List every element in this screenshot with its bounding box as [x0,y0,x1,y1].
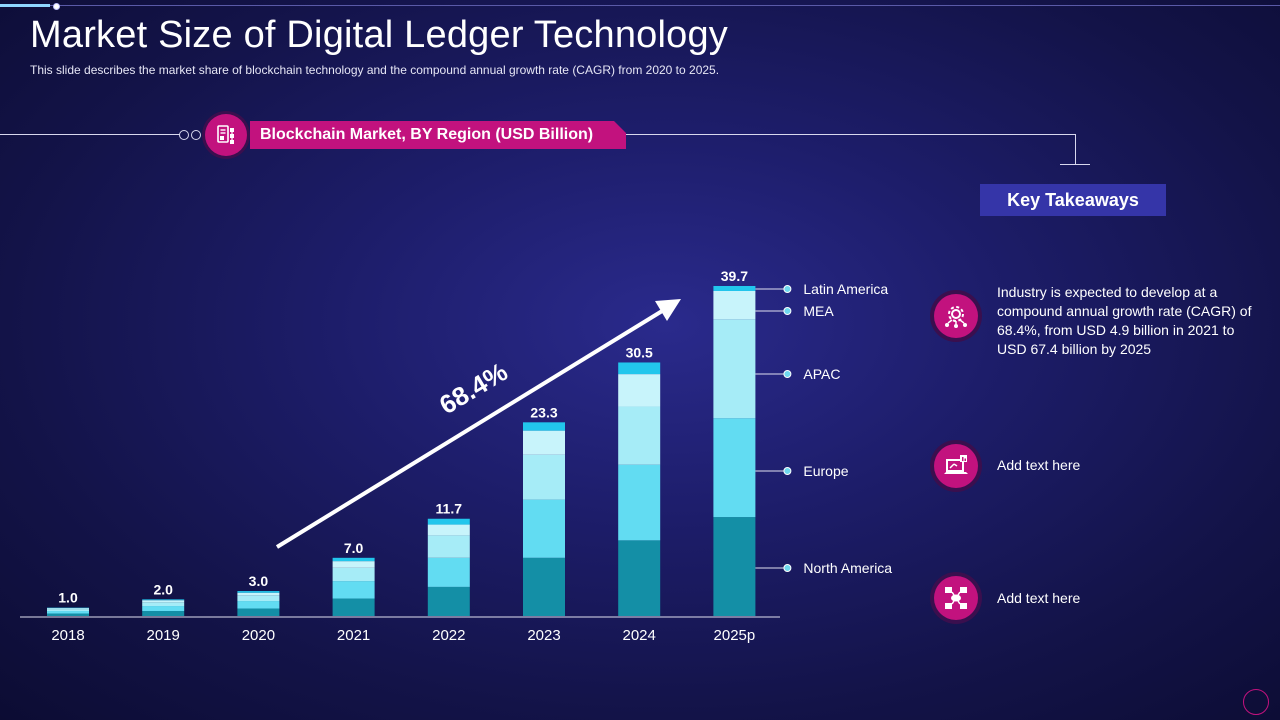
x-tick-label-2025p: 2025p [714,627,756,644]
bar-2021-mea [332,561,375,568]
key-takeaways-title: Key Takeaways [1007,189,1139,210]
legend-label-europe: Europe [803,463,848,479]
key-takeaways-header: Key Takeaways [980,184,1166,216]
gear-network-icon [934,294,978,338]
bar-2025p-north-america [713,517,756,616]
top-divider [0,5,1280,6]
bar-2021-latin-america [332,557,375,562]
legend-dot-north-america [783,564,792,572]
top-dot [53,3,60,10]
x-tick-label-2022: 2022 [432,627,465,644]
bar-2023-apac [523,454,565,500]
takeaway-text-2: Add text here [997,457,1081,473]
total-label-2019: 2.0 [153,581,173,597]
network-diagram-icon [934,576,978,620]
connector-ring [191,130,201,140]
bar-2022-north-america [427,586,470,616]
bar-2020-latin-america [237,591,280,593]
x-tick-label-2021: 2021 [337,627,370,644]
bar-2020-mea [237,592,280,596]
chart-banner: Blockchain Market, BY Region (USD Billio… [250,121,626,149]
legend-dot-apac [783,370,792,378]
bar-2018-europe [47,611,89,614]
takeaway-text-1: Industry is expected to develop at a com… [997,284,1252,357]
bar-2019-europe [142,606,185,612]
page-subtitle: This slide describes the market share of… [30,63,720,77]
legend-dot-latin-america [783,285,792,293]
bar-2023-latin-america [523,422,565,431]
x-tick-label-2020: 2020 [242,627,275,644]
bar-2023-europe [523,499,565,558]
bar-2018-latin-america [47,607,89,609]
total-label-2018: 1.0 [58,590,78,606]
x-tick-label-2019: 2019 [147,627,180,644]
bar-2025p-apac [713,319,756,419]
legend-dot-mea [783,307,792,315]
bar-2021-north-america [332,598,375,616]
legend-dot-europe [783,467,792,475]
bar-2018-mea [47,608,89,610]
x-tick-label-2023: 2023 [527,627,560,644]
bar-2025p-europe [713,418,756,518]
bar-2020-europe [237,601,280,609]
total-label-2024: 30.5 [626,344,653,360]
bar-2025p-latin-america [713,286,756,291]
x-tick-label-2018: 2018 [51,627,84,644]
bar-2024-latin-america [618,362,661,375]
bar-2020-apac [237,595,280,602]
corner-decoration [1243,689,1269,715]
laptop-chart-icon [934,444,978,488]
banner-connector-down [1075,134,1076,164]
bar-2019-apac [142,602,185,607]
chart-banner-label: Blockchain Market, BY Region (USD Billio… [260,126,594,143]
bar-2018-apac [47,609,89,612]
blockchain-document-icon [205,114,247,156]
legend-label-north-america: North America [803,560,892,576]
bar-2019-mea [142,600,185,603]
total-label-2020: 3.0 [249,573,269,589]
bar-2024-apac [618,406,661,465]
growth-arrow [275,299,681,549]
bar-2025p-mea [713,290,756,320]
bar-2022-latin-america [427,518,470,525]
bar-2018-north-america [47,613,89,616]
bar-2022-apac [427,535,470,558]
bar-2019-latin-america [142,599,185,601]
takeaway-text-3: Add text here [997,590,1081,606]
legend-label-apac: APAC [803,366,840,382]
banner-notch [614,121,626,133]
legend-label-mea: MEA [803,303,834,319]
total-label-2025p: 39.7 [721,268,748,284]
total-label-2021: 7.0 [344,540,364,556]
bar-2019-north-america [142,611,185,616]
bar-2024-europe [618,464,661,541]
total-label-2023: 23.3 [530,404,557,420]
total-label-2022: 11.7 [436,501,463,517]
banner-connector-left [0,134,180,135]
bar-2023-mea [523,430,565,455]
banner-connector-right [626,134,1076,135]
page-title: Market Size of Digital Ledger Technology [30,14,729,56]
bar-2022-europe [427,557,470,587]
bar-2024-mea [618,374,661,407]
bar-2024-north-america [618,540,661,616]
top-accent-bar [0,4,50,7]
bar-2021-apac [332,567,375,582]
connector-ring [179,130,189,140]
bar-2020-north-america [237,608,280,616]
bar-2023-north-america [523,557,565,616]
bar-2022-mea [427,524,470,536]
banner-connector-foot [1060,164,1090,165]
legend-label-latin-america: Latin America [803,281,888,297]
bar-2021-europe [332,581,375,599]
x-tick-label-2024: 2024 [623,627,656,644]
